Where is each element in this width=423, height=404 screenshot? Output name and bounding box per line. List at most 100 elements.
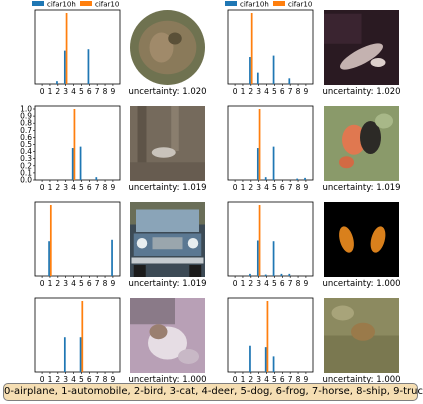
x-tick-label: 7: [95, 279, 100, 288]
x-tick-label: 3: [63, 375, 68, 384]
x-tick-label: 7: [288, 375, 293, 384]
x-tick-label: 9: [304, 183, 309, 192]
plot-frame: [34, 9, 121, 85]
bar-cifar10-3: [258, 205, 261, 276]
x-tick-label: 6: [87, 375, 92, 384]
plot-frame: [34, 297, 121, 373]
x-tick-label: 3: [256, 279, 261, 288]
bar-cifar10-5: [81, 301, 84, 372]
bar-cifar10h-5: [272, 55, 275, 84]
legend-label-cifar10h: cifar10h: [47, 1, 76, 9]
x-tick-label: 3: [63, 183, 68, 192]
x-tick-label: 5: [79, 183, 84, 192]
sample-image-brown: [130, 106, 205, 181]
bar-cifar10h-7: [288, 273, 291, 276]
x-tick-label: 1: [48, 87, 53, 96]
bar-cifar10-4: [266, 301, 269, 372]
x-tick-label: 8: [296, 183, 301, 192]
sample-image-black: [324, 202, 399, 277]
plot-frame: [227, 9, 314, 85]
class-key: 0-airplane, 1-automobile, 2-bird, 3-cat,…: [3, 383, 423, 401]
sample-image-grass: [324, 298, 399, 373]
x-tick-label: 4: [71, 279, 76, 288]
bar-cifar10-4: [73, 109, 76, 180]
x-tick-label: 0: [233, 279, 238, 288]
x-tick-label: 0: [233, 375, 238, 384]
bar-cifar10h-3: [256, 240, 259, 276]
x-tick-label: 0: [233, 87, 238, 96]
y-tick-label: 0.4: [20, 147, 32, 156]
x-tick-label: 4: [264, 279, 269, 288]
uncertainty-label: uncertainty: 1.019: [322, 183, 400, 193]
bar-cifar10h-7: [288, 78, 291, 84]
x-tick-label: 8: [103, 375, 108, 384]
x-tick-label: 2: [248, 279, 253, 288]
y-tick-label: 0.6: [20, 133, 32, 142]
bar-cifar10h-2: [249, 345, 251, 372]
x-tick-label: 8: [296, 279, 301, 288]
sample-image-truck: [130, 202, 205, 277]
x-tick-label: 1: [48, 279, 53, 288]
x-tick-label: 9: [304, 375, 309, 384]
legend-label-cifar10: cifar10: [288, 1, 312, 9]
x-tick-label: 6: [280, 279, 285, 288]
bar-cifar10h-4: [264, 177, 267, 180]
x-tick-label: 5: [79, 87, 84, 96]
x-tick-label: 2: [55, 183, 60, 192]
x-tick-label: 5: [272, 87, 277, 96]
bar-cifar10h-3: [256, 72, 259, 84]
x-tick-label: 6: [280, 375, 285, 384]
bar-cifar10h-2: [249, 57, 251, 84]
bar-cifar10h-5: [272, 241, 275, 276]
bar-cifar10h-9: [304, 177, 306, 180]
bar-cifar10h-9: [111, 239, 113, 276]
x-tick-label: 9: [304, 279, 309, 288]
x-tick-label: 9: [304, 87, 309, 96]
x-tick-label: 6: [87, 183, 92, 192]
sample-image-cat: [130, 298, 205, 373]
bar-cifar10-3: [65, 13, 68, 84]
bar-cifar10-2: [250, 13, 253, 84]
bar-cifar10h-8: [296, 178, 299, 180]
uncertainty-label: uncertainty: 1.020: [128, 87, 206, 97]
sample-image-owl: [130, 10, 205, 85]
bar-cifar10-1: [49, 205, 52, 276]
bar-chart-1: 0 1 2 3 4 5 6 7 8 9 cifar10h cifar10: [32, 1, 121, 96]
x-tick-label: 3: [256, 375, 261, 384]
x-tick-label: 4: [264, 375, 269, 384]
x-tick-label: 9: [111, 279, 116, 288]
bar-cifar10h-3: [63, 50, 66, 84]
bar-chart-3: 0 1 2 3 4 5 6 7 8 9 0.00.10.20.30.40.50.60.70.80.9…: [20, 105, 121, 192]
x-tick-label: 0: [40, 87, 45, 96]
x-tick-label: 9: [111, 375, 116, 384]
legend-swatch-cifar10: [80, 1, 92, 6]
x-tick-label: 4: [71, 375, 76, 384]
y-tick-label: 0.8: [20, 119, 32, 128]
uncertainty-label: uncertainty: 1.019: [128, 279, 206, 289]
x-tick-label: 7: [95, 183, 100, 192]
x-tick-label: 7: [288, 279, 293, 288]
bar-cifar10h-5: [272, 146, 275, 180]
y-tick-label: 0.7: [20, 126, 32, 135]
plot-frame: [227, 105, 314, 181]
legend-label-cifar10h: cifar10h: [240, 1, 269, 9]
legend-swatch-cifar10: [273, 1, 285, 6]
bar-cifar10h-5: [272, 356, 275, 372]
y-tick-label: 1.0: [20, 105, 32, 114]
bar-cifar10h-7: [95, 177, 98, 180]
x-tick-label: 0: [40, 183, 45, 192]
uncertainty-label: uncertainty: 1.019: [128, 183, 206, 193]
x-tick-label: 5: [272, 375, 277, 384]
x-tick-label: 2: [248, 375, 253, 384]
x-tick-label: 2: [55, 279, 60, 288]
x-tick-label: 5: [79, 375, 84, 384]
plot-frame: [34, 201, 121, 277]
legend-swatch-cifar10h: [225, 1, 237, 6]
bar-chart-2: 0 1 2 3 4 5 6 7 8 9 cifar10h cifar10: [225, 1, 314, 96]
x-tick-label: 3: [256, 183, 261, 192]
x-tick-label: 8: [296, 87, 301, 96]
